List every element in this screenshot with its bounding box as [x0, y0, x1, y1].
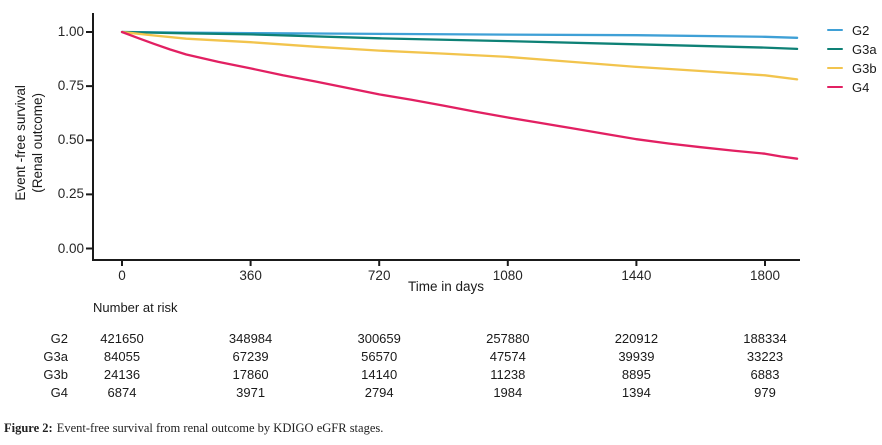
risk-value: 1984	[493, 385, 523, 400]
legend-item-g4: G4	[827, 78, 869, 96]
risk-value: 257880	[486, 331, 530, 346]
risk-value: 220912	[614, 331, 659, 346]
y-tick-label: 0.25	[57, 186, 84, 202]
risk-value: 348984	[228, 331, 273, 346]
risk-value: 14140	[361, 367, 398, 382]
risk-row-label-g3a: G3a	[43, 349, 68, 364]
risk-value: 33223	[746, 349, 784, 364]
x-tick-label: 1080	[492, 268, 523, 283]
y-tick-label: 0.75	[57, 78, 84, 94]
risk-value: 188334	[743, 331, 787, 346]
risk-row-label-g3b: G3b	[43, 367, 68, 382]
risk-value: 11238	[490, 367, 526, 382]
risk-value: 67239	[232, 349, 269, 364]
risk-value: 8895	[621, 367, 651, 382]
legend-label: G2	[852, 22, 870, 38]
legend-label: G3b	[852, 60, 877, 76]
y-tick-label: 0.00	[57, 240, 84, 256]
legend-line-swatch	[827, 66, 843, 70]
y-axis-title-line1: Event -free survival	[13, 85, 29, 201]
x-tick-label: 0	[118, 268, 126, 283]
risk-value: 6883	[750, 367, 780, 382]
risk-row-label-g4: G4	[50, 385, 68, 400]
risk-value: 979	[754, 385, 776, 400]
legend-item-g3a: G3a	[827, 40, 877, 58]
risk-row-label-g2: G2	[50, 331, 68, 346]
x-axis-title: Time in days	[407, 279, 485, 294]
x-tick-label: 360	[239, 268, 262, 283]
y-tick-label: 1.00	[57, 24, 84, 39]
risk-value: 56570	[361, 349, 398, 364]
y-tick-label: 0.50	[57, 132, 84, 148]
legend-item-g2: G2	[827, 21, 869, 39]
risk-value: 47574	[489, 349, 526, 364]
risk-value: 6874	[107, 385, 137, 400]
risk-value: 84055	[103, 349, 141, 364]
risk-value: 3971	[236, 385, 266, 400]
figure-caption-prefix: Figure 2:	[4, 421, 53, 435]
figure-caption: Figure 2: Event-free survival from renal …	[4, 421, 383, 436]
legend-label: G3a	[852, 41, 877, 57]
figure-caption-text: Event-free survival from renal outcome b…	[56, 421, 384, 435]
legend-line-swatch	[827, 28, 843, 32]
risk-value: 421650	[100, 331, 144, 346]
x-tick-label: 720	[367, 268, 391, 283]
risk-value: 1394	[621, 385, 651, 400]
number-at-risk-label: Number at risk	[93, 300, 178, 315]
risk-value: 2794	[364, 385, 394, 400]
x-tick-label: 1440	[621, 268, 652, 283]
risk-value: 300659	[357, 331, 401, 346]
survival-curve-g3b	[120, 30, 799, 81]
legend-line-swatch	[827, 85, 843, 89]
survival-curve-g4	[120, 30, 799, 160]
legend-line-swatch	[827, 47, 843, 51]
survival-curve-g3a	[120, 30, 799, 51]
risk-value: 39939	[618, 349, 655, 364]
risk-value: 24136	[103, 367, 141, 382]
risk-value: 17860	[232, 367, 269, 382]
x-tick-label: 1800	[749, 268, 781, 283]
legend-label: G4	[852, 79, 870, 95]
legend-item-g3b: G3b	[827, 59, 877, 77]
